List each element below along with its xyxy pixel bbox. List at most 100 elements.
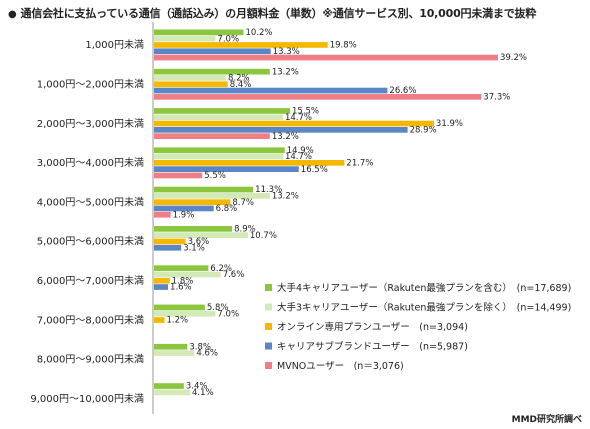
legend-label: オンライン専用プランユーザー (n=3,094) xyxy=(277,321,468,333)
data-label: 3.1% xyxy=(183,243,205,253)
data-label: 8.7% xyxy=(232,198,254,208)
data-label: 13.3% xyxy=(273,47,300,57)
data-label: 3.4% xyxy=(186,382,208,392)
bar xyxy=(154,133,270,139)
legend-swatch xyxy=(265,342,272,350)
category-label: 9,000円～10,000円未満 xyxy=(30,393,144,405)
data-label: 19.8% xyxy=(330,41,357,51)
bar xyxy=(154,160,345,166)
data-label: 16.5% xyxy=(301,165,328,175)
data-label: 10.2% xyxy=(246,28,273,38)
legend-swatch xyxy=(265,303,272,311)
legend-label: 大手3キャリアユーザー（Rakuten最強プランを除く） (n=14,499) xyxy=(277,302,571,314)
bar xyxy=(154,186,254,193)
bar xyxy=(154,120,434,127)
bar xyxy=(154,389,190,396)
data-label: 13.2% xyxy=(272,67,299,77)
data-label: 8.9% xyxy=(234,225,256,235)
bar xyxy=(154,343,188,350)
bar xyxy=(154,226,233,232)
bar xyxy=(154,153,283,160)
bar xyxy=(154,68,270,75)
data-label: 15.5% xyxy=(292,107,319,117)
bar xyxy=(154,238,186,245)
bar xyxy=(154,310,216,317)
data-label: 3.8% xyxy=(189,342,211,352)
bar xyxy=(154,265,209,271)
data-label: 28.9% xyxy=(410,126,437,136)
bar xyxy=(154,48,271,55)
data-label: 14.7% xyxy=(285,113,312,123)
bar xyxy=(154,172,203,179)
data-label: 4.6% xyxy=(196,349,218,359)
category-label: 7,000円～8,000円未満 xyxy=(37,314,144,326)
bar xyxy=(154,114,283,121)
data-label: 7.6% xyxy=(223,270,245,280)
data-label: 4.1% xyxy=(192,388,214,398)
legend-label: 大手4キャリアユーザー（Rakuten最強プランを含む） (n=17,689) xyxy=(277,282,571,294)
bar xyxy=(154,35,216,42)
data-label: 10.7% xyxy=(250,231,277,241)
bar xyxy=(154,244,182,251)
data-label: 7.0% xyxy=(217,309,239,319)
bar xyxy=(154,127,408,133)
category-label: 1,000円～2,000円未満 xyxy=(37,78,144,90)
bar xyxy=(154,383,184,389)
bar xyxy=(154,42,328,48)
legend-swatch xyxy=(265,323,272,330)
bar xyxy=(154,87,388,94)
data-label: 8.2% xyxy=(228,74,250,84)
bar xyxy=(154,232,248,238)
bar xyxy=(154,193,270,199)
data-label: 6.2% xyxy=(210,264,232,274)
data-label: 13.2% xyxy=(272,132,299,142)
category-label: 2,000円～3,000円未満 xyxy=(37,118,144,130)
data-label: 13.2% xyxy=(272,192,299,202)
data-label: 7.0% xyxy=(217,34,239,44)
data-label: 37.3% xyxy=(483,93,510,103)
source-credit: MMD研究所調べ xyxy=(511,415,582,425)
data-label: 14.9% xyxy=(287,146,314,156)
data-label: 26.6% xyxy=(389,86,416,96)
bar xyxy=(154,284,169,290)
data-label: 1.6% xyxy=(170,283,192,293)
bar xyxy=(154,81,228,88)
legend-label: キャリアサブブランドユーザー (n=5,987) xyxy=(277,341,468,353)
data-label: 8.4% xyxy=(230,80,252,90)
category-label: 4,000円～5,000円未満 xyxy=(37,196,144,208)
bar xyxy=(154,350,195,356)
category-label: 6,000円～7,000円未満 xyxy=(37,275,144,287)
category-label: 8,000円～9,000円未満 xyxy=(37,354,144,366)
legend-swatch xyxy=(265,362,272,369)
data-label: 21.7% xyxy=(346,159,373,169)
legend-label: MVNOユーザー (n＝3,076) xyxy=(277,361,404,372)
bar xyxy=(154,94,482,100)
chart-title-row: ● 通信会社に支払っている通信（通話込み）の月額料金（単数）※通信サービス別、10… xyxy=(8,5,536,21)
data-label: 39.2% xyxy=(500,53,527,63)
bar xyxy=(154,29,244,36)
data-label: 31.9% xyxy=(436,119,463,129)
data-label: 14.7% xyxy=(285,152,312,162)
bar xyxy=(154,147,285,154)
bar xyxy=(154,205,214,212)
data-label: 11.3% xyxy=(255,185,282,195)
data-label: 3.6% xyxy=(188,237,210,247)
bar xyxy=(154,108,291,114)
bar xyxy=(154,317,165,323)
data-label: 5.5% xyxy=(204,171,226,181)
category-label: 5,000円～6,000円未満 xyxy=(37,236,144,248)
data-label: 6.8% xyxy=(216,204,238,214)
chart-title: 通信会社に支払っている通信（通話込み）の月額料金（単数）※通信サービス別、10,… xyxy=(20,7,537,20)
bar xyxy=(154,54,498,61)
data-label: 1.2% xyxy=(167,316,189,326)
data-label: 1.8% xyxy=(172,276,194,286)
bar xyxy=(154,211,171,218)
bar xyxy=(154,277,170,284)
bar xyxy=(154,271,221,278)
bar xyxy=(154,75,226,81)
bar xyxy=(154,166,299,172)
title-bullet: ● xyxy=(8,9,17,20)
category-label: 1,000円未満 xyxy=(85,39,144,51)
